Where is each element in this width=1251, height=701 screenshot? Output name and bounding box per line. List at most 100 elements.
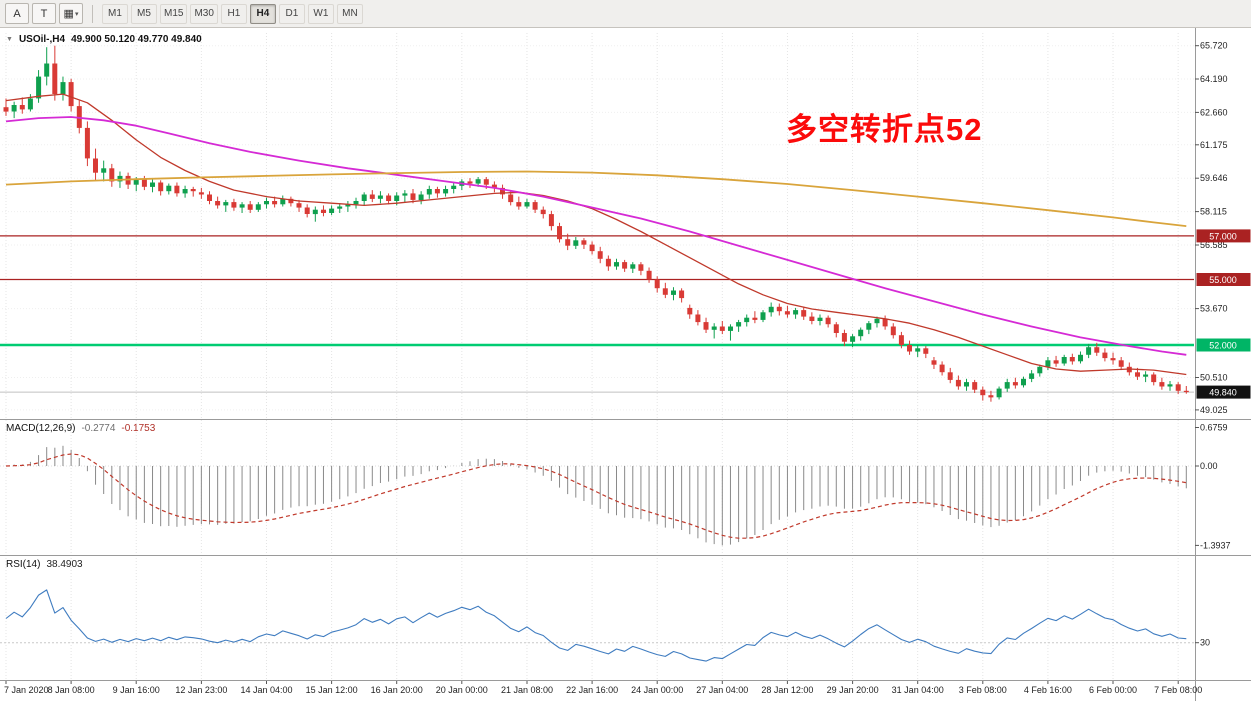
macd-axis-label: -1.3937 [1200,540,1231,550]
candle [158,180,164,196]
candle [776,303,782,316]
candle [410,189,416,204]
candle [605,255,611,271]
macd-axis-label: 0.00 [1200,461,1218,471]
time-axis-label: 20 Jan 00:00 [436,685,488,695]
toolbar: A T ▦ ▾ M1 M5 M15 M30 H1 H4 D1 W1 MN [0,0,1251,28]
candle [1037,364,1043,377]
candle [1183,386,1189,394]
time-axis-label: 28 Jan 12:00 [761,685,813,695]
price-level-badge [1196,338,1251,352]
chart-title: ▼ USOil-,H4 49.900 50.120 49.770 49.840 [6,34,202,45]
candle [898,331,904,349]
time-axis-label: 4 Feb 16:00 [1024,685,1072,695]
candle [931,357,937,369]
candle [60,76,66,101]
timeframe-mn[interactable]: MN [336,3,363,24]
timeframe-w1[interactable]: W1 [307,3,334,24]
candle [239,202,245,213]
candle [809,312,815,325]
candle [964,378,969,391]
candle [491,181,497,193]
candle [915,345,921,357]
price-axis-label: 58.115 [1200,207,1227,217]
candle [1053,355,1059,367]
candle [630,262,636,273]
macd-title: MACD(12,26,9) -0.2774 -0.1753 [6,423,155,434]
candle [1143,371,1149,383]
candle [443,185,449,197]
symbol-marker-icon: ▼ [6,36,13,43]
candle [784,305,790,318]
timeframe-m30[interactable]: M30 [190,3,218,24]
candle [654,276,660,293]
price-axis-label: 49.025 [1200,405,1228,415]
time-axis-label: 24 Jan 00:00 [631,685,683,695]
price-badge-text: 52.000 [1209,341,1237,351]
candle [793,307,799,319]
candle [744,314,750,327]
candle [109,163,115,187]
candle [825,315,831,328]
candle [768,302,774,317]
candle [337,203,343,213]
time-axis-label: 7 Feb 08:00 [1154,685,1202,695]
timeframe-m1[interactable]: M1 [102,3,128,24]
candle [1012,377,1018,389]
candle [296,199,302,212]
timeframe-m5[interactable]: M5 [131,3,157,24]
candle [524,198,530,209]
current-price-badge [1196,385,1251,399]
price-axis-label: 64.190 [1200,74,1228,84]
text-tool[interactable]: T [32,3,56,24]
candle [312,206,318,222]
candle [955,375,961,390]
time-axis-label: 12 Jan 23:00 [175,685,227,695]
candle [638,262,644,276]
candle [44,47,50,86]
macd-signal-value: -0.1753 [121,423,156,434]
candle [1110,352,1116,365]
time-axis-label: 31 Jan 04:00 [892,685,944,695]
price-badge-text: 55.000 [1209,275,1237,285]
time-axis-label: 21 Jan 08:00 [501,685,553,695]
candle [1094,342,1100,356]
candle [36,70,42,103]
rsi-line [5,589,1187,662]
candle [947,367,953,384]
candle [980,386,986,401]
timeframe-d1[interactable]: D1 [278,3,305,24]
ohlc-values: 49.900 50.120 49.770 49.840 [71,34,202,45]
candle [516,196,522,210]
candle [434,186,440,198]
chart-surface[interactable] [0,33,1194,417]
candle [1061,354,1067,366]
objects-tool[interactable]: ▦ ▾ [59,3,83,24]
candle [1004,378,1010,392]
dropdown-caret-icon: ▾ [74,10,79,18]
timeframe-h4[interactable]: H4 [249,3,276,24]
rsi-value: 38.4903 [46,559,83,570]
rsi-axis-label: 30 [1200,638,1210,648]
candle [52,45,58,101]
pointer-tool[interactable]: A [5,3,29,24]
candle [923,346,929,359]
candle [280,195,286,207]
candle [247,201,253,213]
candle [622,259,628,272]
time-axis: 7 Jan 2020 8 Jan 08:00 9 Jan 16:00 12 Jan 2… [4,681,1202,695]
candle [841,329,847,347]
candle [719,321,725,335]
candle [166,183,172,195]
candle [402,190,408,203]
candle [369,190,375,203]
timeframe-m15[interactable]: M15 [160,3,188,24]
grid [0,33,1194,679]
candle [907,340,912,355]
candle [223,199,229,212]
price-level-badge [1196,273,1251,286]
timeframe-h1[interactable]: H1 [220,3,247,24]
candle [190,186,196,197]
symbol-title: USOil-,H4 [18,34,66,45]
